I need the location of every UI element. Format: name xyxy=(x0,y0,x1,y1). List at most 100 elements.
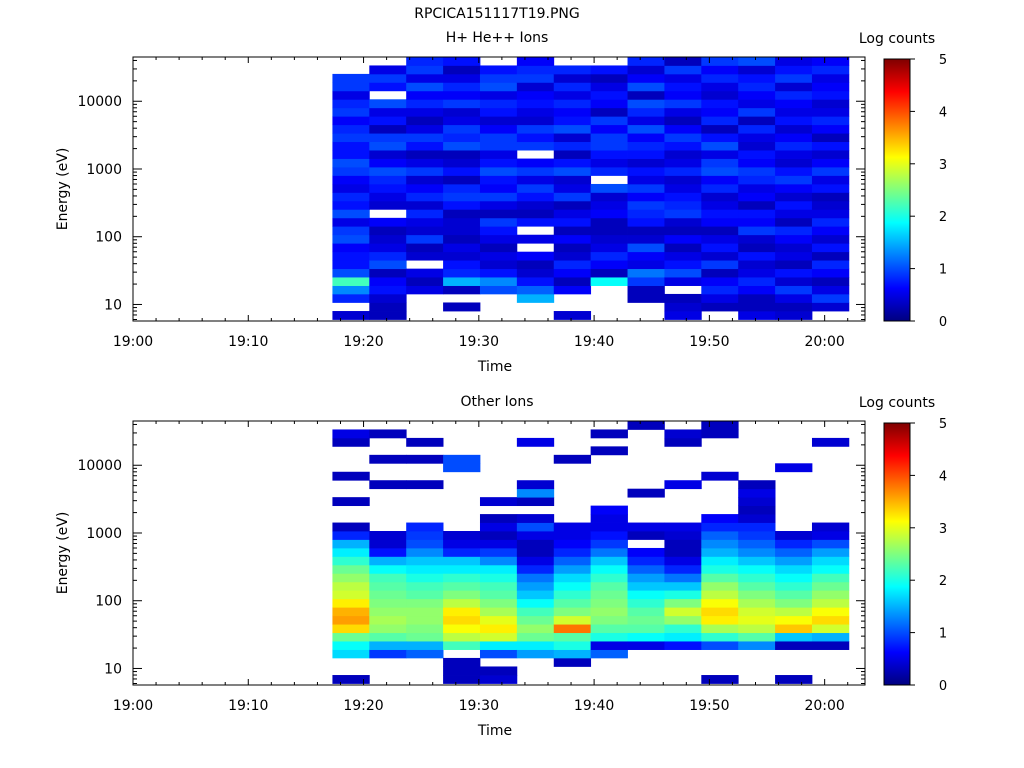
heatmap-cell xyxy=(701,57,739,66)
heatmap-cell xyxy=(701,573,739,583)
heatmap-cell xyxy=(701,556,739,566)
heatmap-cell xyxy=(516,107,555,117)
heatmap-cell xyxy=(479,268,518,278)
heatmap-cell xyxy=(369,615,407,625)
heatmap-cell xyxy=(332,632,370,642)
heatmap-cell xyxy=(664,251,702,261)
heatmap-cell xyxy=(664,175,702,185)
heatmap-cell xyxy=(553,200,592,210)
heatmap-cell xyxy=(332,209,370,219)
heatmap-cell xyxy=(479,607,518,617)
heatmap-cell xyxy=(516,564,555,574)
heatmap-cell xyxy=(811,90,850,100)
heatmap-cell xyxy=(516,615,555,625)
heatmap-cell xyxy=(627,133,665,143)
heatmap-cell xyxy=(627,564,665,574)
heatmap-cell xyxy=(627,200,665,210)
heatmap-cell xyxy=(664,141,702,151)
heatmap-cell xyxy=(627,285,665,295)
heatmap-cell xyxy=(775,632,813,642)
heatmap-cell xyxy=(443,607,481,617)
heatmap-cell xyxy=(406,200,444,210)
heatmap-cell xyxy=(627,183,665,193)
heatmap-cell xyxy=(332,268,370,278)
heatmap-cell xyxy=(738,82,776,92)
heatmap-cell xyxy=(516,531,555,540)
heatmap-cell xyxy=(664,268,702,278)
heatmap-cell xyxy=(553,226,592,236)
heatmap-cell xyxy=(553,209,592,219)
heatmap-cell xyxy=(627,598,665,608)
heatmap-cell xyxy=(664,73,702,83)
heatmap-cell xyxy=(443,200,481,210)
heatmap-cell xyxy=(701,522,739,532)
heatmap-cell xyxy=(332,234,370,244)
heatmap-cell xyxy=(369,217,407,227)
heatmap-cell xyxy=(369,65,407,75)
heatmap-cell xyxy=(406,641,444,650)
heatmap-cell xyxy=(443,615,481,625)
heatmap-cell xyxy=(738,277,776,286)
heatmap-cell xyxy=(590,607,628,617)
heatmap-cell xyxy=(406,632,444,642)
heatmap-cell xyxy=(516,437,555,447)
heatmap-cell xyxy=(479,649,518,659)
heatmap-cell xyxy=(627,226,665,236)
heatmap-cell xyxy=(738,488,776,498)
heatmap-cell xyxy=(406,209,444,219)
heatmap-cell xyxy=(811,607,850,617)
x-tick-label: 19:40 xyxy=(574,334,614,350)
heatmap-cell xyxy=(516,200,555,210)
heatmap-cell xyxy=(369,167,407,176)
heatmap-cell xyxy=(443,175,481,185)
heatmap-cell xyxy=(590,209,628,219)
heatmap-cell xyxy=(590,268,628,278)
heatmap-cell xyxy=(664,632,702,642)
heatmap-cell xyxy=(406,581,444,591)
heatmap-cell xyxy=(479,183,518,193)
x-tick-label: 19:00 xyxy=(113,334,153,350)
heatmap-cell xyxy=(701,632,739,642)
heatmap-cell xyxy=(516,260,555,270)
heatmap-cell xyxy=(479,497,518,507)
x-tick-label: 19:50 xyxy=(689,698,729,714)
heatmap-cell xyxy=(664,99,702,109)
heatmap-cell xyxy=(664,57,702,66)
heatmap-cell xyxy=(738,590,776,600)
heatmap-cell xyxy=(701,429,739,439)
heatmap-cell xyxy=(479,82,518,92)
heatmap-cell xyxy=(479,573,518,583)
colorbar-tick-label: 3 xyxy=(939,158,947,173)
heatmap-cell xyxy=(479,90,518,100)
heatmap-cell xyxy=(369,260,407,270)
heatmap-cells xyxy=(332,57,850,320)
heatmap-cell xyxy=(369,192,407,202)
heatmap-cell xyxy=(443,666,481,676)
heatmap-cell xyxy=(553,311,592,320)
heatmap-cell xyxy=(406,531,444,540)
heatmap-cell xyxy=(406,226,444,236)
heatmap-cell xyxy=(627,556,665,566)
heatmap-cell xyxy=(332,285,370,295)
heatmap-cell xyxy=(443,183,481,193)
heatmap-cell xyxy=(406,539,444,549)
heatmap-cell xyxy=(443,192,481,202)
heatmap-cell xyxy=(443,57,481,66)
heatmap-cell xyxy=(516,82,555,92)
heatmap-cell xyxy=(443,209,481,219)
heatmap-cell xyxy=(811,624,850,634)
heatmap-cell xyxy=(406,65,444,75)
heatmap-cell xyxy=(332,556,370,566)
heatmap-cell xyxy=(332,226,370,236)
heatmap-cell xyxy=(627,624,665,634)
heatmap-cell xyxy=(701,268,739,278)
heatmap-cell xyxy=(664,183,702,193)
heatmap-cell xyxy=(443,234,481,244)
heatmap-cell xyxy=(553,615,592,625)
heatmap-cell xyxy=(775,167,813,176)
colorbar-frame xyxy=(883,58,911,322)
heatmap-cell xyxy=(811,107,850,117)
heatmap-cell xyxy=(627,167,665,176)
heatmap-cell xyxy=(775,556,813,566)
heatmap-cell xyxy=(369,99,407,109)
